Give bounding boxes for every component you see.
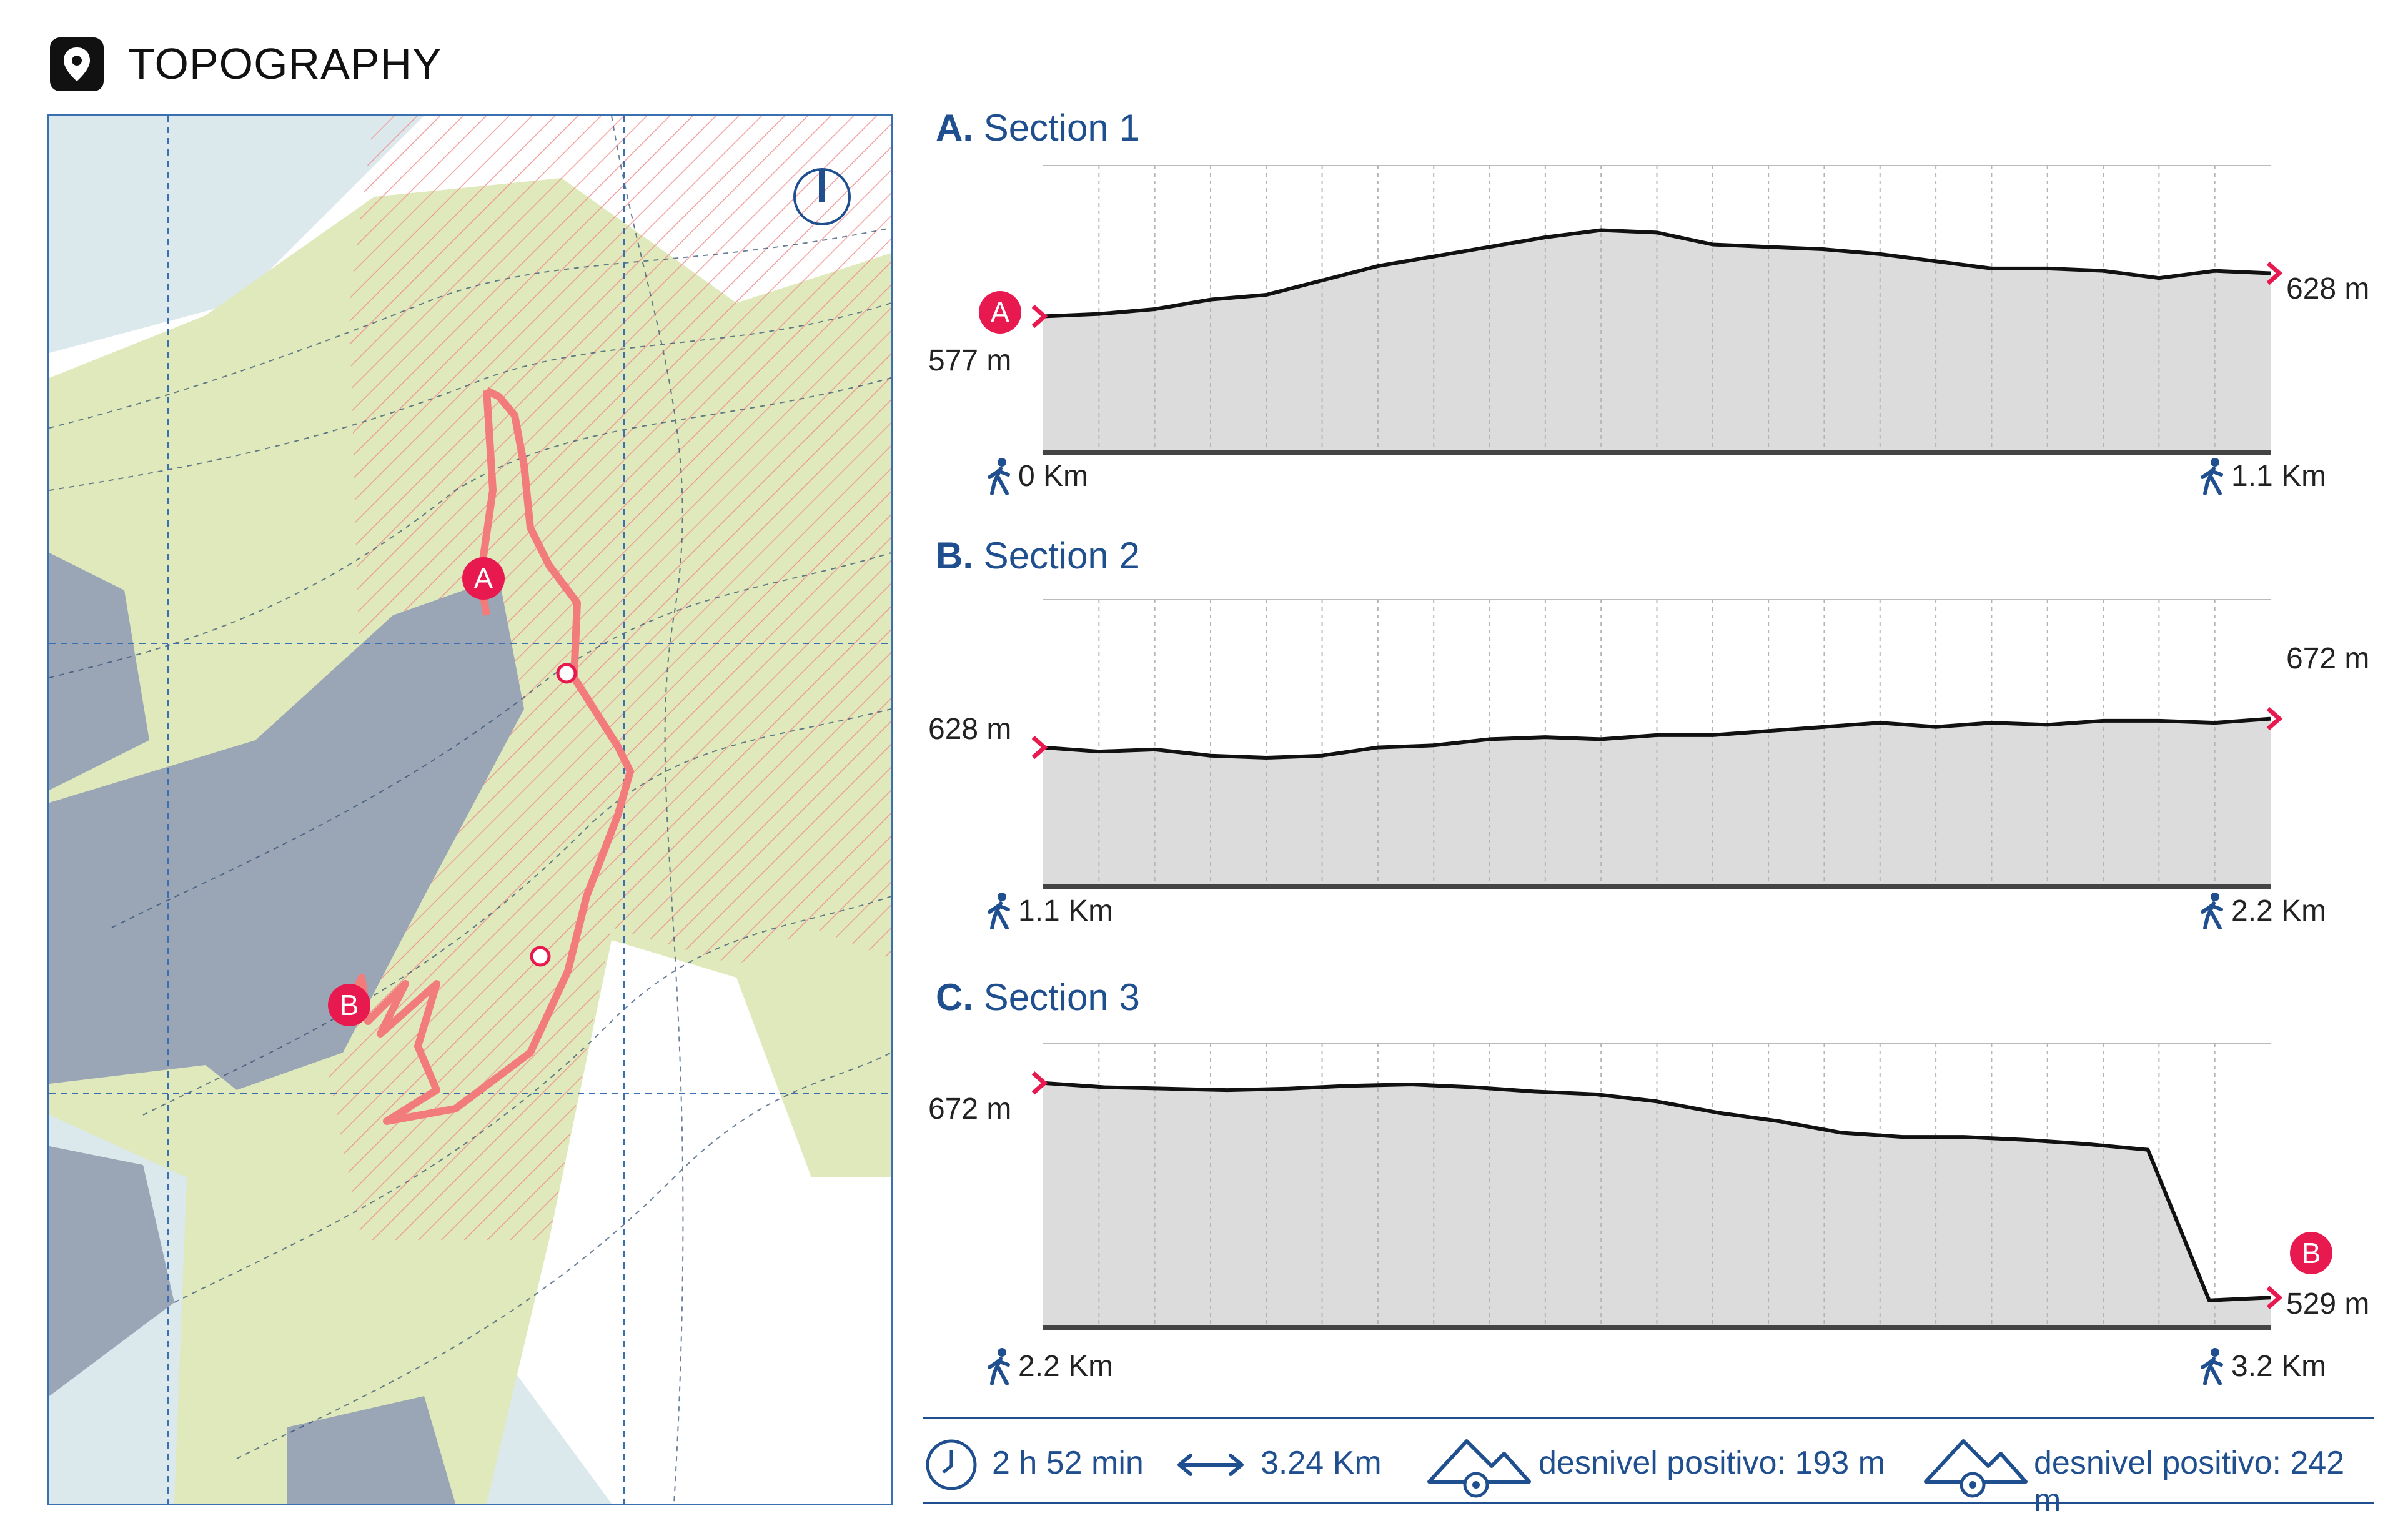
profile-end-chevron [2266, 706, 2283, 731]
elevation-gain-icon [1924, 1439, 2028, 1498]
profile-line-1 [1043, 228, 2271, 319]
stat-ascent-2: desnivel positivo: 242 m [2034, 1445, 2345, 1519]
section-1-start-marker[interactable]: A [979, 291, 1021, 334]
hiker-icon [2201, 893, 2223, 929]
section-3-start-elevation: 672 m [928, 1093, 1012, 1126]
map-pin-icon [50, 37, 104, 91]
section-2-start-distance: 1.1 Km [986, 892, 1113, 929]
stat-duration: 2 h 52 min [992, 1445, 1144, 1481]
route-marker-a[interactable]: A [462, 557, 505, 600]
stat-distance: 3.24 Km [1261, 1445, 1382, 1481]
section-2-start-elevation: 628 m [928, 713, 1012, 746]
section-3-end-distance: 3.2 Km [2199, 1347, 2326, 1385]
section-3-end-elevation: 529 m [2286, 1287, 2370, 1320]
section-2-end-distance: 2.2 Km [2199, 892, 2326, 929]
profile-start-chevron [1031, 1071, 1048, 1095]
section-1-start-distance: 0 Km [986, 457, 1088, 495]
hiker-icon [988, 893, 1010, 929]
elevation-gain-icon [1427, 1439, 1531, 1498]
profile-area-3 [1043, 1083, 2271, 1327]
route-stats-bar: 2 h 52 min 3.24 Km desnivel positivo: 19… [923, 1417, 2374, 1519]
profile-line-2 [1043, 716, 2271, 760]
profile-start-chevron [1031, 735, 1048, 760]
section-1-end-distance: 1.1 Km [2199, 457, 2326, 495]
elevation-profiles [1031, 165, 2283, 1330]
profile-start-chevron [1031, 304, 1048, 329]
section-2-end-elevation: 672 m [2286, 642, 2370, 675]
hiker-icon [2201, 1348, 2223, 1385]
hiker-icon [2201, 458, 2223, 495]
topographic-map[interactable] [47, 114, 893, 1505]
section-2-title: B. Section 2 [936, 535, 1140, 577]
section-3-title: C. Section 3 [936, 976, 1140, 1018]
section-3-end-marker[interactable]: B [2290, 1232, 2332, 1274]
profile-end-chevron [2266, 261, 2283, 285]
section-1-start-elevation: 577 m [928, 344, 1012, 377]
section-1-end-elevation: 628 m [2286, 272, 2370, 305]
distance-arrows-icon [1177, 1454, 1244, 1476]
north-arrow-icon [793, 168, 851, 225]
page-title: TOPOGRAPHY [128, 39, 442, 88]
route-marker-b[interactable]: B [328, 984, 370, 1026]
hiker-icon [988, 1348, 1010, 1385]
profile-end-chevron [2266, 1286, 2283, 1309]
section-3-start-distance: 2.2 Km [986, 1347, 1113, 1385]
clock-icon [926, 1439, 977, 1490]
hiker-icon [988, 458, 1010, 495]
profile-line-3 [1043, 1081, 2271, 1302]
stat-ascent-1: desnivel positivo: 193 m [1538, 1445, 1885, 1481]
section-1-title: A. Section 1 [936, 107, 1140, 149]
